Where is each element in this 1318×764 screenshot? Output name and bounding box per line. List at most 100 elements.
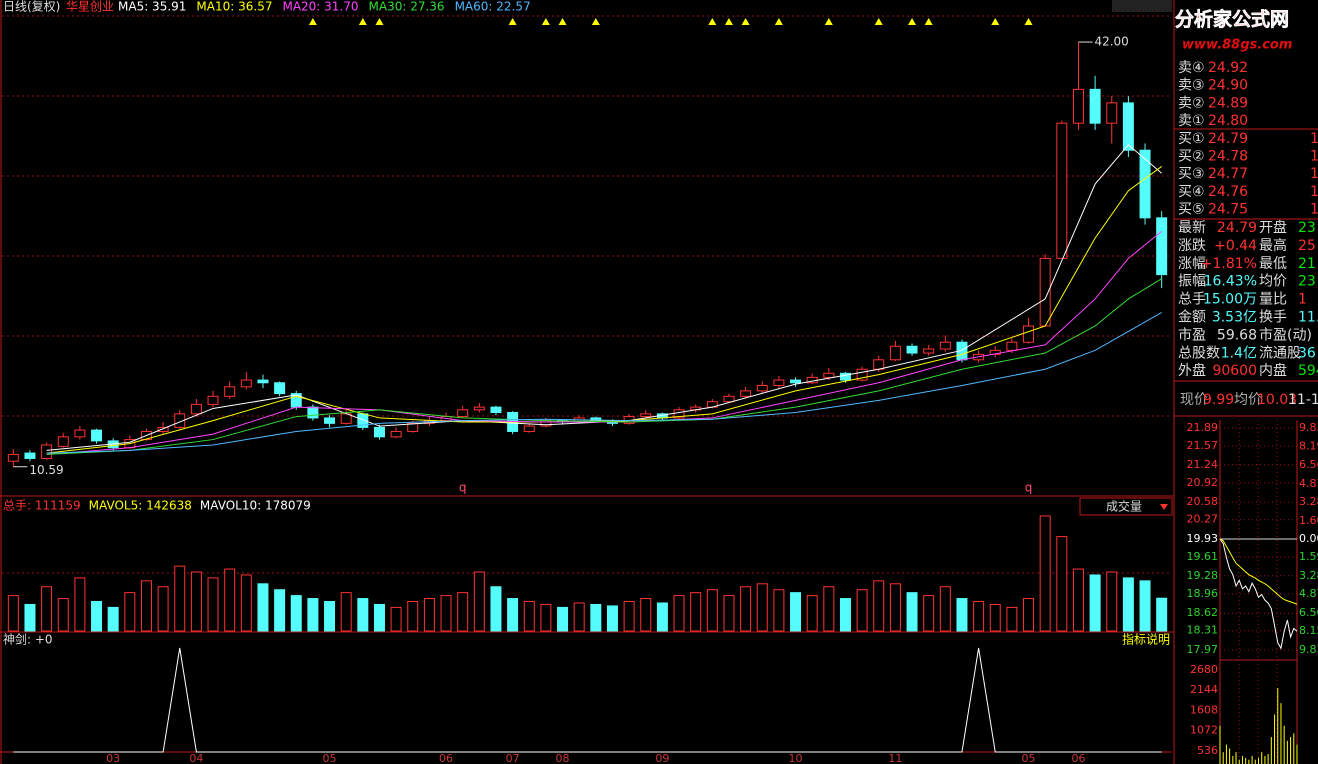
- volume-bar: [856, 589, 868, 632]
- volume-bar: [1056, 536, 1068, 632]
- volume-bar: [407, 601, 419, 632]
- volume-bar: [240, 574, 252, 632]
- book-price: 24.92: [1208, 60, 1248, 76]
- y-tick-label: 18.62: [1187, 606, 1219, 619]
- stat-label: 最低: [1259, 256, 1287, 272]
- average-line: [1219, 538, 1298, 605]
- x-tick-label: 04: [189, 752, 203, 764]
- volume-bar: [457, 592, 469, 632]
- volume-bar: [989, 603, 1001, 632]
- y2-tick-label: 9.83: [1299, 643, 1318, 656]
- stat-label: 市盈(动): [1259, 326, 1312, 343]
- stat-label: 涨幅: [1178, 256, 1206, 272]
- stat-value: 36: [1298, 345, 1316, 361]
- indicator-line: [13, 647, 1162, 753]
- stat-label: 流通股: [1259, 345, 1301, 361]
- y-tick-label: 19.93: [1187, 532, 1219, 545]
- signal: [708, 18, 717, 25]
- high-label: 42.00: [1094, 35, 1128, 49]
- volume-bar: [190, 571, 202, 632]
- volume-bar: [423, 598, 435, 632]
- volume-bar: [1023, 598, 1035, 632]
- volume-bar: [806, 595, 818, 632]
- stat-label: 总股数: [1178, 345, 1220, 361]
- ma-line: [46, 144, 1163, 451]
- candle-body: [1122, 102, 1134, 151]
- volume-bar: [839, 598, 851, 632]
- candle-body: [457, 409, 469, 418]
- y2-tick-label: 1.59: [1299, 550, 1318, 563]
- y2-tick-label: 3.28: [1299, 569, 1318, 582]
- volume-bar: [956, 598, 968, 632]
- candle-body: [889, 345, 901, 361]
- book-label: 卖①: [1178, 113, 1205, 129]
- legend-entry: MA60: 22.57: [455, 0, 531, 14]
- book-volume: 1: [1310, 202, 1318, 218]
- legend-entry: MAVOL5: 142638: [89, 499, 192, 513]
- volume-bar: [307, 598, 319, 632]
- candle-body: [723, 395, 735, 403]
- candle-body: [240, 379, 252, 388]
- book-label: 买⑤: [1178, 202, 1205, 218]
- candle-body: [1156, 217, 1168, 276]
- book-volume: 1: [1310, 149, 1318, 165]
- marker: q: [459, 481, 467, 495]
- candle-body: [989, 349, 1001, 355]
- book-label: 买②: [1178, 149, 1205, 165]
- legend-entry: MA10: 36.57: [196, 0, 272, 14]
- book-volume: 1: [1310, 131, 1318, 147]
- stat-value: +1.81%: [1201, 256, 1257, 272]
- volume-bar: [1139, 580, 1151, 632]
- volume-bar: [140, 580, 152, 632]
- volume-bar: [324, 601, 336, 632]
- candle-body: [1039, 257, 1051, 327]
- stat-value: 1.4亿: [1221, 345, 1257, 361]
- y-tick-label: 19.61: [1187, 550, 1219, 563]
- candle-body: [1006, 341, 1018, 351]
- stat-label: 市盈: [1178, 326, 1206, 343]
- candle-body: [257, 379, 269, 384]
- y-tick-label: 17.97: [1187, 643, 1219, 656]
- candle-body: [224, 386, 236, 397]
- candle-body: [407, 422, 419, 432]
- candle-body: [207, 395, 219, 405]
- candle-body: [307, 406, 319, 419]
- book-label: 买①: [1178, 131, 1205, 147]
- selector-label[interactable]: 成交量: [1106, 499, 1142, 514]
- candle-body: [790, 379, 802, 384]
- volume-bar: [557, 606, 569, 632]
- ma-line: [46, 278, 1162, 455]
- y-tick-label: 21.89: [1187, 421, 1219, 434]
- stat-value: 25: [1298, 238, 1316, 254]
- grid: [1238, 420, 1278, 764]
- volume-tick-label: 2680: [1190, 663, 1218, 676]
- logo-title: 分析家公式网: [1175, 8, 1289, 31]
- volume-bar: [656, 602, 668, 632]
- volume-bar: [174, 565, 186, 632]
- signal: [591, 18, 600, 25]
- intraday-header: 10.03: [1257, 392, 1297, 408]
- book-price: 24.80: [1208, 113, 1248, 129]
- signal: [908, 18, 917, 25]
- stat-label: 金额: [1178, 310, 1206, 326]
- selector[interactable]: [1079, 497, 1173, 516]
- dropdown-arrow[interactable]: [1160, 504, 1168, 510]
- candle-body: [923, 348, 935, 354]
- stat-label: 开盘: [1259, 219, 1287, 236]
- y2-tick-label: 3.28: [1299, 495, 1318, 508]
- volume-bar: [41, 586, 53, 632]
- candle-body: [24, 452, 36, 459]
- stat-value: +0.44: [1214, 238, 1257, 254]
- candle-body: [91, 429, 103, 442]
- indicator-help[interactable]: 指标说明: [1122, 632, 1170, 647]
- candle-body: [7, 453, 19, 462]
- book-label: 买④: [1178, 184, 1205, 200]
- x-tick-label: 10: [789, 752, 803, 764]
- stat-value: 59.68: [1217, 327, 1257, 343]
- x-tick-label: 06: [1071, 752, 1085, 764]
- candle-body: [174, 413, 186, 428]
- candle-body: [57, 436, 69, 447]
- volume-bar: [1039, 515, 1051, 632]
